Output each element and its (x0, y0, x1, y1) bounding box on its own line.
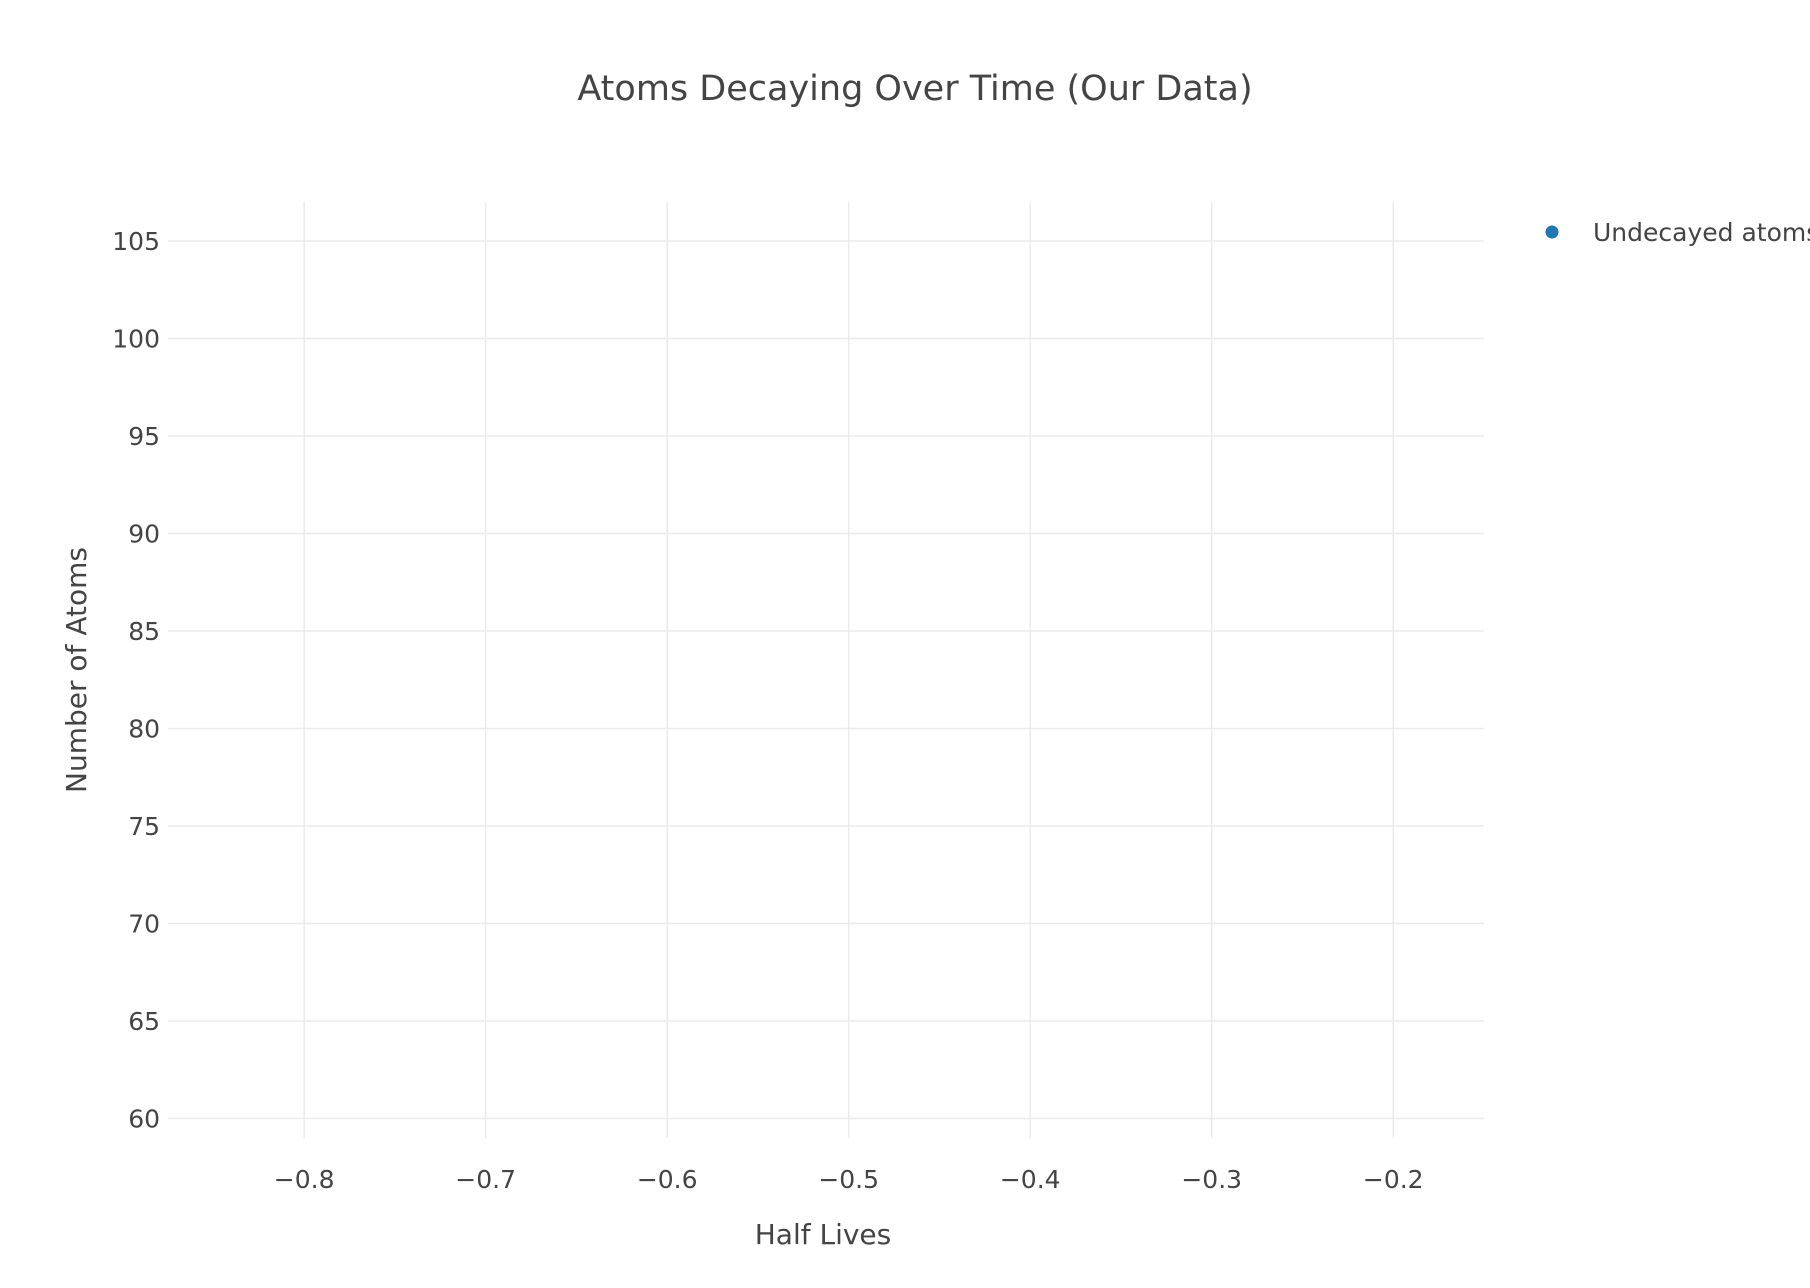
x-tick-label: −0.3 (1181, 1165, 1242, 1194)
x-tick-label: −0.8 (274, 1165, 335, 1194)
chart-title: Atoms Decaying Over Time (Our Data) (577, 69, 1252, 109)
y-tick-label: 100 (112, 325, 160, 354)
y-tick-label: 90 (128, 520, 160, 549)
y-axis-ticks: 60 65 70 75 80 85 90 95 100 105 (112, 227, 160, 1134)
grid-lines (168, 202, 1484, 1138)
x-tick-label: −0.6 (637, 1165, 698, 1194)
y-tick-label: 95 (128, 422, 160, 451)
x-axis-ticks: −0.8 −0.7 −0.6 −0.5 −0.4 −0.3 −0.2 (274, 1165, 1424, 1194)
x-tick-label: −0.7 (455, 1165, 516, 1194)
legend-marker-icon (1546, 226, 1559, 239)
legend-item-label[interactable]: Undecayed atoms (1593, 218, 1810, 247)
y-tick-label: 65 (128, 1007, 160, 1036)
y-tick-label: 85 (128, 617, 160, 646)
y-tick-label: 60 (128, 1105, 160, 1134)
y-axis-label: Number of Atoms (60, 547, 93, 793)
y-tick-label: 70 (128, 910, 160, 939)
y-tick-label: 105 (112, 227, 160, 256)
x-tick-label: −0.2 (1363, 1165, 1424, 1194)
y-tick-label: 75 (128, 812, 160, 841)
x-axis-label: Half Lives (755, 1218, 892, 1251)
legend[interactable]: Undecayed atoms (1546, 218, 1810, 247)
x-tick-label: −0.4 (1000, 1165, 1061, 1194)
x-tick-label: −0.5 (818, 1165, 879, 1194)
y-tick-label: 80 (128, 715, 160, 744)
